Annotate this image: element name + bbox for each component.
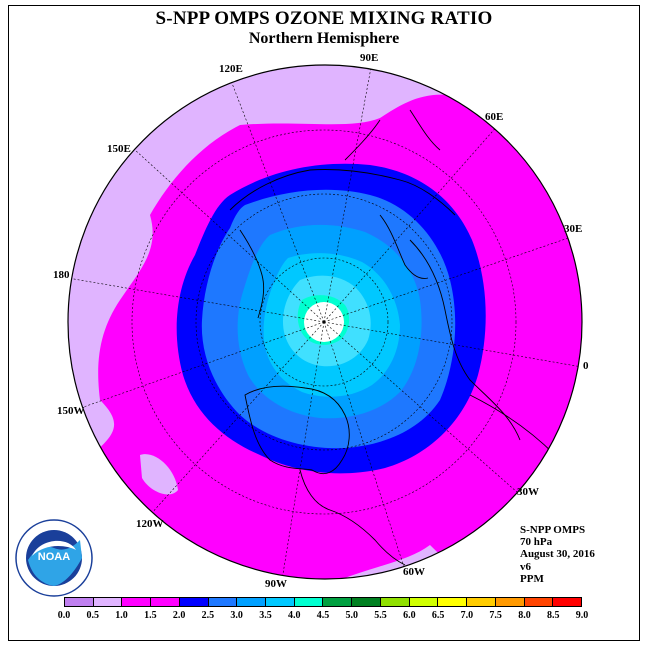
colorbar-tick-label: 1.5 — [144, 610, 157, 621]
colorbar-swatch — [438, 598, 468, 606]
info-instrument: S-NPP OMPS — [520, 524, 586, 536]
colorbar-swatch — [467, 598, 496, 606]
lon-label-150w: 150W — [57, 405, 85, 417]
lon-label-60e: 60E — [485, 111, 504, 123]
colorbar-swatch — [208, 598, 238, 606]
info-level: 70 hPa — [520, 536, 553, 549]
graticule — [68, 65, 582, 579]
colorbar-swatch — [237, 598, 267, 606]
colorbar-swatch — [93, 598, 123, 606]
colorbar-tick-label: 2.0 — [172, 610, 186, 621]
colorbar-tick-label: 5.5 — [374, 610, 387, 621]
colorbar-swatch — [65, 598, 94, 606]
colorbar-tick-label: 4.0 — [287, 610, 301, 621]
lon-label-30w: 30W — [517, 486, 539, 498]
colorbar-tick-label: 7.0 — [460, 610, 474, 621]
info-block: S-NPP OMPS 70 hPa August 30, 2016 v6 PPM — [520, 524, 595, 585]
lon-label-0: 0 — [583, 360, 589, 372]
colorbar-tick-label: 1.0 — [115, 610, 128, 621]
colorbar-swatch — [266, 598, 295, 606]
lon-label-120w: 120W — [136, 518, 164, 530]
colorbar-tick-label: 3.0 — [230, 610, 243, 621]
colorbar-tick-label: 0.0 — [57, 610, 71, 621]
colorbar-tick-label: 4.5 — [316, 610, 330, 621]
colorbar-tick-label: 8.0 — [518, 610, 531, 621]
noaa-logo-icon: NOAA — [15, 519, 93, 597]
colorbar-swatch — [553, 598, 581, 606]
colorbar-ticks: 0.0 0.5 1.0 1.5 2.0 2.5 3.0 3.5 4.0 4.5 5.0 5.5 6.0 6… — [58, 610, 589, 624]
lon-label-90e: 90E — [360, 52, 379, 64]
colorbar-swatch — [380, 598, 410, 606]
colorbar — [64, 597, 582, 607]
colorbar-tick-label: 8.5 — [546, 610, 560, 621]
colorbar-tick-label: 9.0 — [575, 610, 589, 621]
colorbar-swatch — [179, 598, 209, 606]
lon-label-90w: 90W — [265, 578, 287, 590]
colorbar-swatch — [495, 598, 525, 606]
map-subtitle: Northern Hemisphere — [248, 30, 400, 47]
map-boundary — [67, 64, 583, 580]
lon-label-120e: 120E — [219, 63, 243, 75]
colorbar-swatch — [323, 598, 353, 606]
colorbar-swatch — [294, 598, 324, 606]
info-units: PPM — [520, 572, 544, 585]
noaa-logo-text: NOAA — [38, 551, 70, 563]
colorbar-tick-label: 3.5 — [259, 610, 272, 621]
colorbar-tick-label: 6.5 — [431, 610, 445, 621]
colorbar-tick-label: 2.5 — [201, 610, 215, 621]
info-date: August 30, 2016 — [520, 548, 595, 561]
colorbar-swatch — [409, 598, 439, 606]
lon-label-150e: 150E — [107, 143, 131, 155]
colorbar-swatch — [352, 598, 381, 606]
colorbar-tick-label: 7.5 — [489, 610, 502, 621]
colorbar-swatch — [151, 598, 180, 606]
coastlines — [229, 109, 556, 566]
colorbar-swatch — [524, 598, 554, 606]
colorbar-tick-label: 0.5 — [86, 610, 100, 621]
map-title: S-NPP OMPS OZONE MIXING RATIO — [155, 8, 493, 29]
info-version: v6 — [520, 560, 531, 573]
lon-label-180: 180 — [53, 269, 70, 281]
lon-label-30e: 30E — [564, 223, 583, 235]
colorbar-tick-label: 6.0 — [403, 610, 416, 621]
colorbar-swatch — [122, 598, 152, 606]
map-frame — [8, 5, 640, 641]
lon-label-60w: 60W — [403, 566, 425, 578]
colorbar-tick-label: 5.0 — [345, 610, 359, 621]
